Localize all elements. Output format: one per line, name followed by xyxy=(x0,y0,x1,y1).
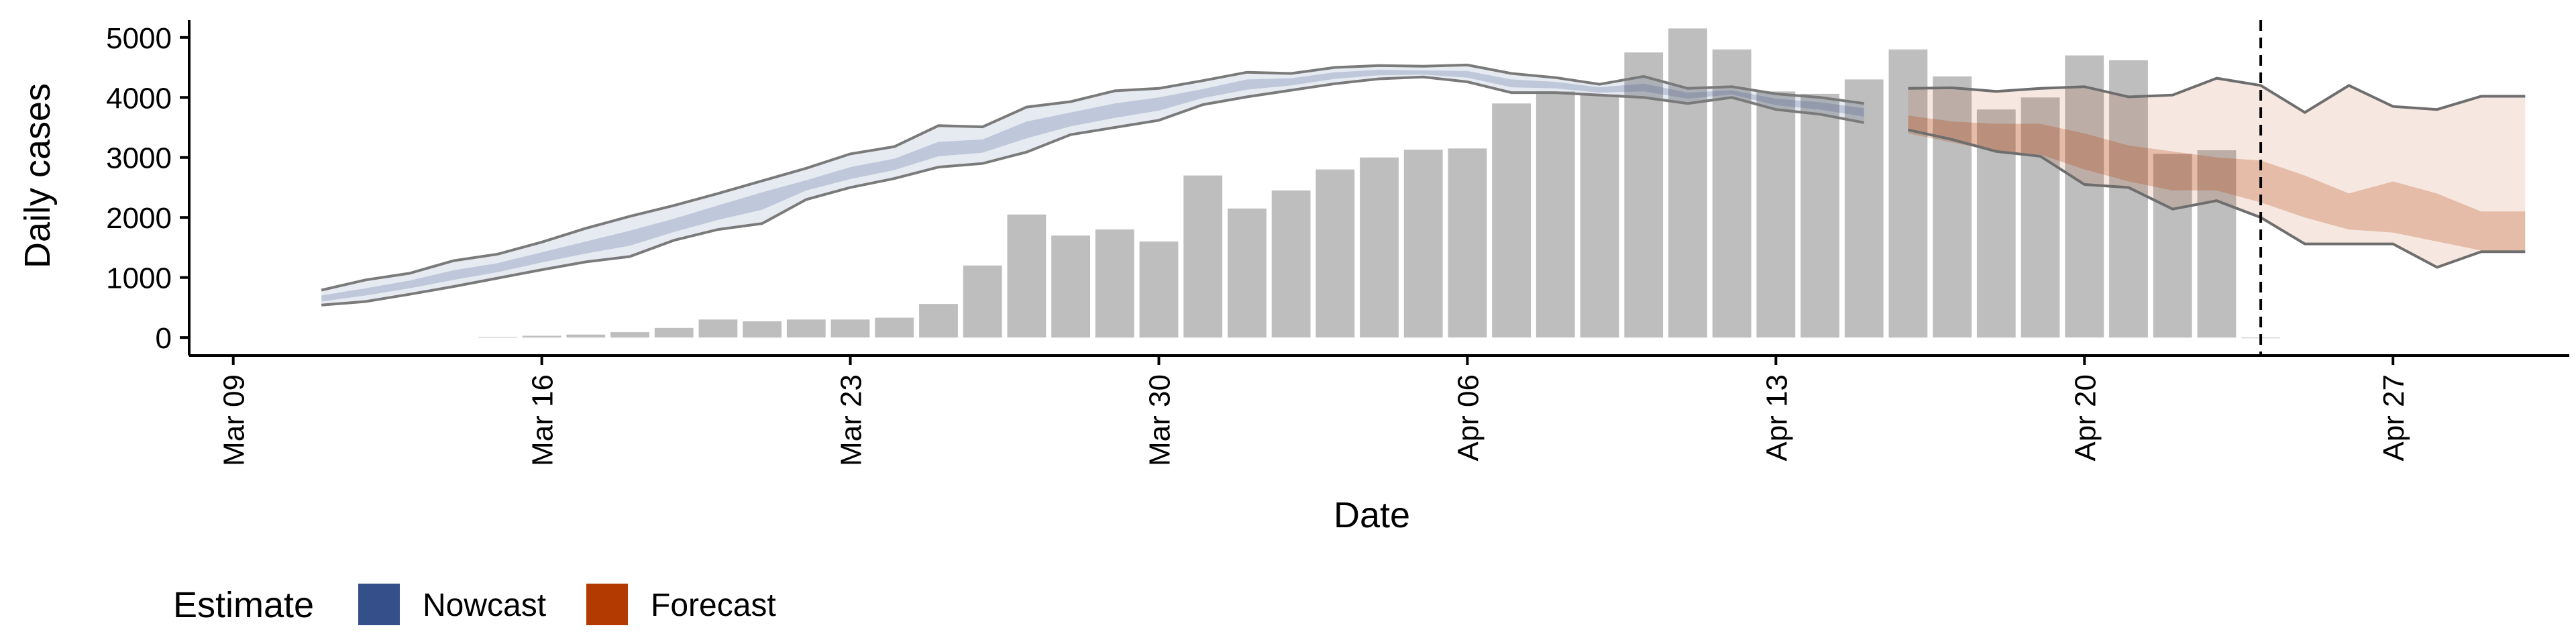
y-tick-label-3000: 3000 xyxy=(106,142,172,175)
forecast-inner-band xyxy=(1908,115,2526,251)
bar-2020-03-19 xyxy=(654,327,694,338)
nowcast-lower-line xyxy=(321,75,1865,307)
bar-2020-03-30 xyxy=(1139,241,1179,338)
nowcast-upper-line xyxy=(321,63,1864,292)
legend-label-nowcast: Nowcast xyxy=(423,588,546,623)
y-tick-label-4000: 4000 xyxy=(106,82,172,115)
y-tick-label-5000: 5000 xyxy=(106,22,172,55)
bar-2020-04-16 xyxy=(1888,49,1928,338)
bar-2020-04-11 xyxy=(1668,28,1707,338)
bar-2020-03-27 xyxy=(1007,214,1046,338)
y-tick-label-2000: 2000 xyxy=(106,202,172,235)
bar-2020-04-09 xyxy=(1580,94,1619,338)
bar-series xyxy=(478,28,2280,339)
bar-2020-03-18 xyxy=(610,332,649,338)
x-tick-label-0: Mar 09 xyxy=(218,374,251,466)
y-tick-label-0: 0 xyxy=(156,322,172,355)
nowcast-inner-band xyxy=(321,70,1864,302)
bar-2020-04-21 xyxy=(2109,60,2148,338)
legend-title: Estimate xyxy=(173,585,314,625)
x-tick-label-3: Mar 30 xyxy=(1143,374,1176,466)
y-axis-title: Daily cases xyxy=(17,83,58,268)
bar-2020-03-21 xyxy=(743,321,782,338)
y-tick-label-1000: 1000 xyxy=(106,262,172,295)
bar-2020-04-07 xyxy=(1492,103,1531,338)
bar-2020-04-22 xyxy=(2153,154,2192,338)
x-tick-label-6: Apr 20 xyxy=(2069,374,2102,462)
bar-2020-04-13 xyxy=(1756,91,1796,338)
bar-2020-03-23 xyxy=(830,319,870,338)
bar-2020-04-01 xyxy=(1228,208,1267,338)
bar-2020-04-05 xyxy=(1403,150,1443,338)
bar-2020-04-02 xyxy=(1271,190,1311,338)
bar-2020-03-26 xyxy=(963,265,1002,338)
legend-swatch-forecast xyxy=(586,584,628,625)
bar-2020-03-17 xyxy=(566,334,606,338)
bar-2020-04-08 xyxy=(1536,91,1575,338)
forecast-series xyxy=(1907,76,2526,269)
bar-2020-04-23 xyxy=(2197,150,2237,338)
x-tick-label-5: Apr 13 xyxy=(1760,374,1793,462)
forecast-outer-band xyxy=(1908,78,2526,268)
bar-2020-03-29 xyxy=(1095,229,1134,338)
bar-2020-03-24 xyxy=(875,317,914,338)
x-tick-label-2: Mar 23 xyxy=(835,374,868,466)
x-tick-label-4: Apr 06 xyxy=(1452,374,1485,462)
bar-2020-03-25 xyxy=(919,304,958,338)
nowcast-series xyxy=(321,63,1865,307)
bar-2020-04-06 xyxy=(1448,148,1487,338)
bar-2020-04-19 xyxy=(2021,97,2060,338)
forecast-upper-line xyxy=(1908,76,2526,114)
bar-2020-04-03 xyxy=(1316,169,1355,338)
legend-label-forecast: Forecast xyxy=(651,588,776,623)
bar-2020-04-20 xyxy=(2065,55,2104,338)
x-tick-label-7: Apr 27 xyxy=(2377,374,2410,462)
bar-2020-04-17 xyxy=(1933,76,1972,338)
legend-swatch-nowcast xyxy=(358,584,400,625)
bar-2020-04-14 xyxy=(1801,93,1839,338)
bar-2020-03-31 xyxy=(1183,175,1223,338)
bar-2020-03-20 xyxy=(698,319,738,338)
bar-2020-03-16 xyxy=(522,335,561,338)
x-axis-title: Date xyxy=(1334,495,1410,535)
forecast-lower-line xyxy=(1907,128,2526,269)
legend: Estimate Nowcast Forecast xyxy=(173,584,776,625)
axes: 0 1000 2000 3000 4000 5000 Mar 09 Mar 16 Mar 23 M… xyxy=(106,20,2569,466)
x-tick-label-1: Mar 16 xyxy=(527,374,559,466)
bar-2020-03-28 xyxy=(1051,235,1090,338)
bar-2020-03-22 xyxy=(786,319,826,338)
bar-2020-04-04 xyxy=(1360,157,1399,338)
